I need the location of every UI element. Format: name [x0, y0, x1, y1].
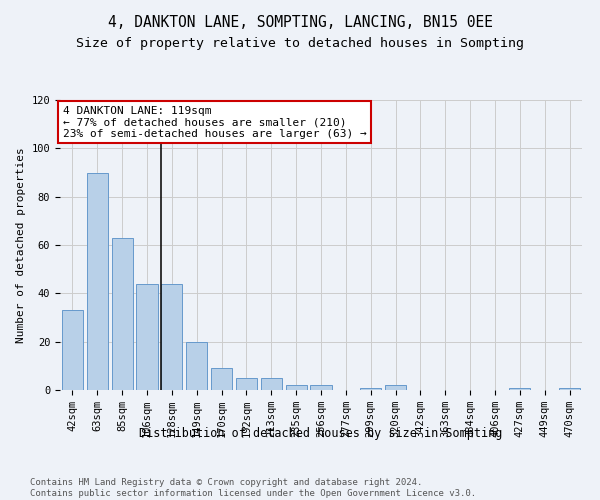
- Bar: [62, 310, 83, 390]
- Bar: [161, 284, 182, 390]
- Text: Contains HM Land Registry data © Crown copyright and database right 2024.
Contai: Contains HM Land Registry data © Crown c…: [30, 478, 476, 498]
- Bar: [261, 378, 282, 390]
- Bar: [136, 284, 158, 390]
- Bar: [385, 385, 406, 390]
- Bar: [211, 368, 232, 390]
- Bar: [186, 342, 207, 390]
- Text: Size of property relative to detached houses in Sompting: Size of property relative to detached ho…: [76, 38, 524, 51]
- Text: 4, DANKTON LANE, SOMPTING, LANCING, BN15 0EE: 4, DANKTON LANE, SOMPTING, LANCING, BN15…: [107, 15, 493, 30]
- Bar: [87, 172, 108, 390]
- Y-axis label: Number of detached properties: Number of detached properties: [16, 147, 26, 343]
- Bar: [509, 388, 530, 390]
- Bar: [286, 385, 307, 390]
- Text: Distribution of detached houses by size in Sompting: Distribution of detached houses by size …: [139, 428, 503, 440]
- Bar: [236, 378, 257, 390]
- Bar: [310, 385, 332, 390]
- Bar: [112, 238, 133, 390]
- Bar: [559, 388, 580, 390]
- Text: 4 DANKTON LANE: 119sqm
← 77% of detached houses are smaller (210)
23% of semi-de: 4 DANKTON LANE: 119sqm ← 77% of detached…: [62, 106, 367, 139]
- Bar: [360, 388, 381, 390]
